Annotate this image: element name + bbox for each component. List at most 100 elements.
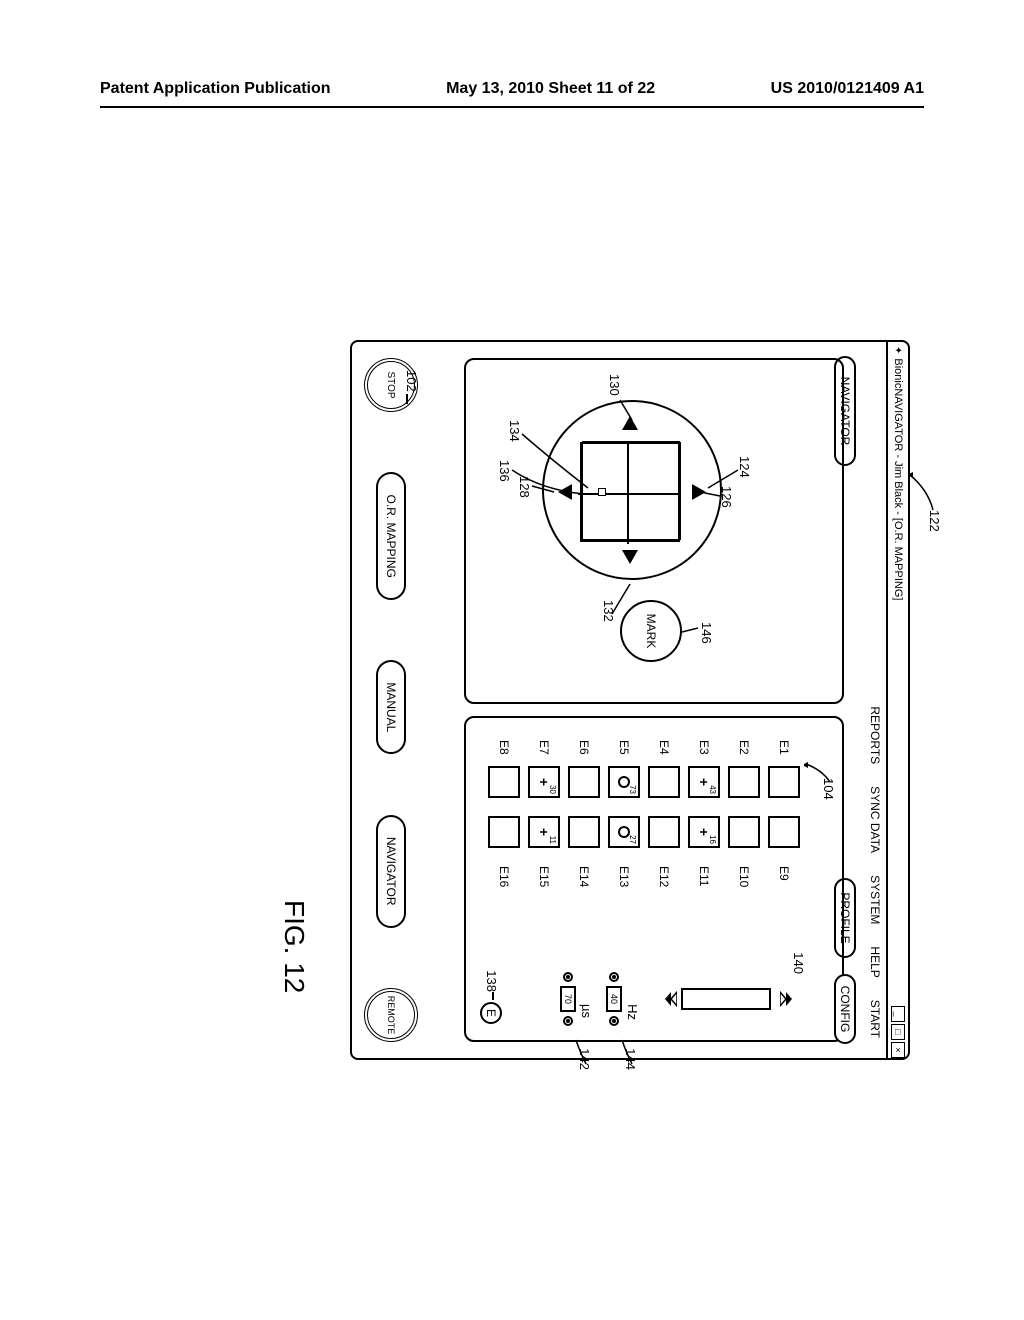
menu-reports[interactable]: REPORTS bbox=[868, 706, 882, 764]
remote-button[interactable]: REMOTE bbox=[364, 988, 418, 1042]
leader-122 bbox=[908, 470, 938, 520]
menubar: REPORTS SYNC DATA SYSTEM HELP START bbox=[864, 342, 886, 1058]
menu-start[interactable]: START bbox=[868, 1000, 882, 1038]
e-box-e14[interactable] bbox=[568, 816, 600, 848]
app-window: ✦ BionicNAVIGATOR - Jim Black - [O.R. MA… bbox=[350, 340, 910, 1060]
e-label-e4: E4 bbox=[657, 740, 671, 766]
figure-label: FIG. 12 bbox=[278, 900, 310, 993]
profile-panel: 104 E1E9 E2E10 E3+43+16E11 E4E12 E57327E… bbox=[464, 716, 844, 1042]
e-label-e3: E3 bbox=[697, 740, 711, 766]
menu-help[interactable]: HELP bbox=[868, 946, 882, 977]
e-label-e9: E9 bbox=[777, 866, 791, 892]
ref-136: 136 bbox=[497, 460, 512, 482]
e-box-e3[interactable]: +43 bbox=[688, 766, 720, 798]
header-right: US 2010/0121409 A1 bbox=[771, 80, 924, 98]
dpad-left-icon[interactable] bbox=[622, 416, 638, 430]
center-grid bbox=[580, 442, 680, 542]
leader-144 bbox=[618, 1038, 636, 1066]
bottom-buttons: STOP O.R. MAPPING MANUAL NAVIGATOR REMOT… bbox=[364, 342, 418, 1058]
minimize-icon[interactable]: _ bbox=[891, 1006, 905, 1022]
hz-label: Hz bbox=[625, 1004, 640, 1020]
slider-double-down-icon[interactable] bbox=[663, 984, 677, 1014]
e-box-e15[interactable]: +11 bbox=[528, 816, 560, 848]
e-circle[interactable]: E bbox=[480, 1002, 502, 1024]
hz-radio-2[interactable] bbox=[609, 1016, 619, 1026]
or-mapping-button[interactable]: O.R. MAPPING bbox=[376, 472, 406, 599]
e-box-e16[interactable] bbox=[488, 816, 520, 848]
e-box-e12[interactable] bbox=[648, 816, 680, 848]
e-box-e7[interactable]: +30 bbox=[528, 766, 560, 798]
e-label-e13: E13 bbox=[617, 866, 631, 892]
navigator-button[interactable]: NAVIGATOR bbox=[376, 815, 406, 928]
e-label-e7: E7 bbox=[537, 740, 551, 766]
navigator-panel: MARK 124 126 128 130 132 134 136 146 bbox=[464, 358, 844, 704]
e-box-e11[interactable]: +16 bbox=[688, 816, 720, 848]
e-box-e1[interactable] bbox=[768, 766, 800, 798]
hz-value: 40 bbox=[606, 986, 622, 1012]
leader-138 bbox=[492, 992, 494, 1000]
leader-104 bbox=[804, 762, 834, 792]
marker bbox=[598, 488, 606, 496]
page-header: Patent Application Publication May 13, 2… bbox=[100, 80, 924, 108]
titlebar: ✦ BionicNAVIGATOR - Jim Black - [O.R. MA… bbox=[886, 342, 908, 1058]
e-label-e16: E16 bbox=[497, 866, 511, 892]
window-controls: _ □ × bbox=[891, 1004, 905, 1058]
header-left: Patent Application Publication bbox=[100, 80, 331, 98]
ref-138: 138 bbox=[484, 970, 499, 992]
ref-128: 128 bbox=[517, 476, 532, 498]
slider-double-up-icon[interactable] bbox=[780, 984, 794, 1014]
dpad-down-icon[interactable] bbox=[558, 484, 572, 500]
us-control[interactable]: 70 bbox=[560, 972, 576, 1026]
us-radio[interactable] bbox=[563, 972, 573, 982]
header-center: May 13, 2010 Sheet 11 of 22 bbox=[446, 80, 655, 98]
hz-control[interactable]: 40 bbox=[606, 972, 622, 1026]
e-label-e2: E2 bbox=[737, 740, 751, 766]
config-tab[interactable]: CONFIG bbox=[834, 974, 856, 1044]
menu-syncdata[interactable]: SYNC DATA bbox=[868, 786, 882, 853]
e-box-e8[interactable] bbox=[488, 766, 520, 798]
e-label-e5: E5 bbox=[617, 740, 631, 766]
dpad-up-icon[interactable] bbox=[692, 484, 706, 500]
dpad-right-icon[interactable] bbox=[622, 550, 638, 564]
us-radio-2[interactable] bbox=[563, 1016, 573, 1026]
e-box-e2[interactable] bbox=[728, 766, 760, 798]
close-icon[interactable]: × bbox=[891, 1042, 905, 1058]
e-label-e11: E11 bbox=[697, 866, 711, 892]
e-box-e9[interactable] bbox=[768, 816, 800, 848]
slider-track[interactable] bbox=[681, 988, 771, 1010]
e-label-e10: E10 bbox=[737, 866, 751, 892]
e-label-e14: E14 bbox=[577, 866, 591, 892]
ref-130: 130 bbox=[607, 374, 622, 396]
e-box-e4[interactable] bbox=[648, 766, 680, 798]
e-box-e6[interactable] bbox=[568, 766, 600, 798]
us-value: 70 bbox=[560, 986, 576, 1012]
e-label-e8: E8 bbox=[497, 740, 511, 766]
figure-container: 122 ✦ BionicNAVIGATOR - Jim Black - [O.R… bbox=[140, 340, 910, 1060]
e-box-e10[interactable] bbox=[728, 816, 760, 848]
amplitude-slider[interactable] bbox=[658, 984, 794, 1014]
menu-system[interactable]: SYSTEM bbox=[868, 875, 882, 924]
e-label-e12: E12 bbox=[657, 866, 671, 892]
ref-140: 140 bbox=[791, 952, 806, 974]
ref-132: 132 bbox=[601, 600, 616, 622]
e-label-e1: E1 bbox=[777, 740, 791, 766]
e-box-e5[interactable]: 73 bbox=[608, 766, 640, 798]
ref-102: 102 bbox=[404, 370, 419, 392]
us-label: µs bbox=[579, 1004, 594, 1018]
ref-124: 124 bbox=[737, 456, 752, 478]
leader-102 bbox=[406, 394, 408, 404]
window-title: BionicNAVIGATOR - Jim Black - [O.R. MAPP… bbox=[892, 358, 904, 600]
e-label-e15: E15 bbox=[537, 866, 551, 892]
maximize-icon[interactable]: □ bbox=[891, 1024, 905, 1040]
ref-134: 134 bbox=[507, 420, 522, 442]
hz-radio[interactable] bbox=[609, 972, 619, 982]
leader-142 bbox=[572, 1038, 590, 1066]
dpad bbox=[542, 400, 722, 580]
ref-126: 126 bbox=[719, 486, 734, 508]
manual-button[interactable]: MANUAL bbox=[376, 660, 406, 754]
e-box-e13[interactable]: 27 bbox=[608, 816, 640, 848]
ref-146: 146 bbox=[699, 622, 714, 644]
mark-button[interactable]: MARK bbox=[620, 600, 682, 662]
e-label-e6: E6 bbox=[577, 740, 591, 766]
app-icon: ✦ bbox=[893, 346, 904, 354]
